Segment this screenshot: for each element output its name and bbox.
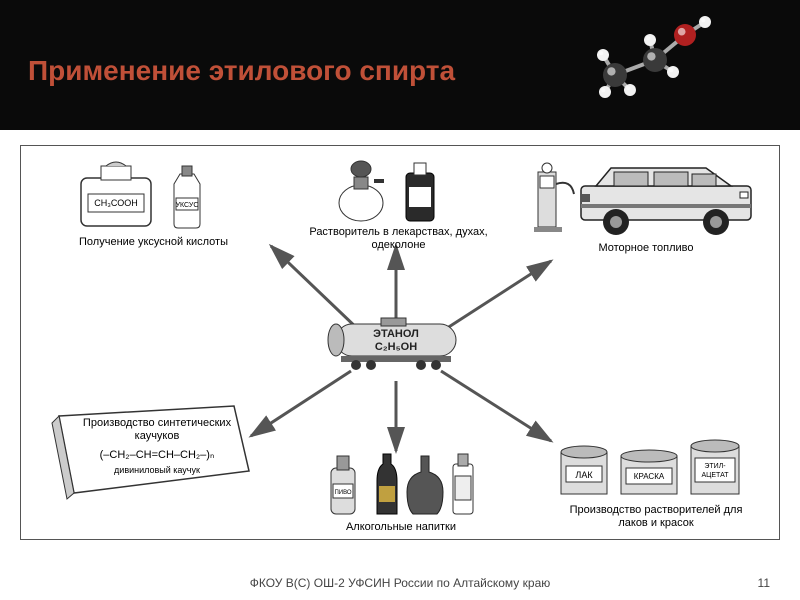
kraska-label: КРАСКА	[634, 472, 665, 481]
center-ethanol: ЭТАНОЛ С₂Н₅ОН	[321, 316, 471, 376]
node-rubber: Производство синтетических каучуков (–СН…	[39, 401, 254, 516]
acetic-bottles-icon: СН₃СООН УКСУС	[56, 156, 251, 236]
acetate-l1: ЭТИЛ-	[704, 463, 726, 470]
acetic-caption: Получение уксусной кислоты	[56, 236, 251, 249]
node-paints: ЛАК КРАСКА ЭТИЛ- АЦЕТАТ Производство рас…	[546, 426, 766, 530]
acetate-l2: АЦЕТАТ	[702, 472, 730, 479]
node-solvent: Растворитель в лекарствах, духах, одекол…	[306, 151, 491, 252]
solvent-caption: Растворитель в лекарствах, духах, одекол…	[306, 226, 491, 252]
node-fuel: Моторное топливо	[526, 154, 766, 255]
molecule-model-icon	[595, 10, 725, 120]
alcohol-bottles-icon: ПИВО	[311, 446, 491, 521]
rubber-caption2: дивиниловый каучук	[77, 465, 237, 476]
title-text: Применение этилового спирта	[28, 55, 455, 86]
beer-label: ПИВО	[334, 490, 351, 496]
center-l2: С₂Н₅ОН	[375, 341, 417, 353]
center-l1: ЭТАНОЛ	[373, 328, 419, 340]
car-fuel-icon	[526, 154, 766, 242]
alcohol-caption: Алкогольные напитки	[311, 521, 491, 534]
paint-cans-icon: ЛАК КРАСКА ЭТИЛ- АЦЕТАТ	[546, 426, 766, 504]
node-acetic-acid: СН₃СООН УКСУС Получение уксусной кислоты	[56, 156, 251, 249]
lak-label: ЛАК	[575, 470, 593, 480]
node-alcohol: ПИВО Алкогольные напитки	[311, 446, 491, 534]
vinegar-label: УКСУС	[176, 202, 199, 209]
acetic-formula: СН₃СООН	[94, 198, 137, 208]
rubber-caption1: Производство синтетических каучуков	[77, 417, 237, 443]
paints-caption: Производство растворителей для лаков и к…	[556, 504, 756, 530]
page-number: 11	[758, 576, 770, 590]
tank-car-icon: ЭТАНОЛ С₂Н₅ОН	[321, 316, 471, 371]
perfume-bottles-icon	[306, 151, 491, 226]
rubber-formula: (–СН₂–СН=СН–СН₂–)ₙ	[77, 449, 237, 462]
page-title: Применение этилового спирта	[28, 55, 455, 87]
footer-text: ФКОУ В(С) ОШ-2 УФСИН России по Алтайском…	[0, 576, 800, 590]
diagram-area: ЭТАНОЛ С₂Н₅ОН СН₃СООН УКСУС Получение ук…	[20, 145, 780, 540]
fuel-caption: Моторное топливо	[526, 242, 766, 255]
header: Применение этилового спирта	[0, 0, 800, 130]
